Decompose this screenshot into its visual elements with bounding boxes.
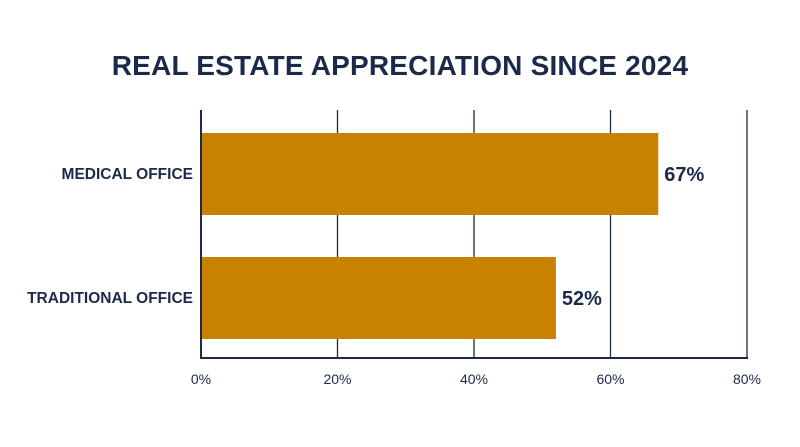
chart-title: REAL ESTATE APPRECIATION SINCE 2024: [111, 50, 689, 81]
bars: [201, 133, 659, 339]
x-tick-label: 80%: [733, 371, 761, 387]
bar-traditional-office: [201, 257, 556, 339]
category-label: MEDICAL OFFICE: [62, 166, 193, 183]
x-tick-label: 60%: [596, 371, 624, 387]
x-tick-label: 20%: [323, 371, 351, 387]
x-tick-label: 40%: [460, 371, 488, 387]
x-tick-label: 0%: [191, 371, 211, 387]
value-label: 67%: [664, 164, 704, 186]
axes: 0% 20% 40% 60% 80%: [191, 110, 761, 387]
bar-medical-office: [201, 133, 659, 215]
value-label: 52%: [562, 288, 602, 310]
category-label: TRADITIONAL OFFICE: [27, 290, 193, 307]
labels: MEDICAL OFFICE 67% TRADITIONAL OFFICE 52%: [27, 164, 704, 310]
